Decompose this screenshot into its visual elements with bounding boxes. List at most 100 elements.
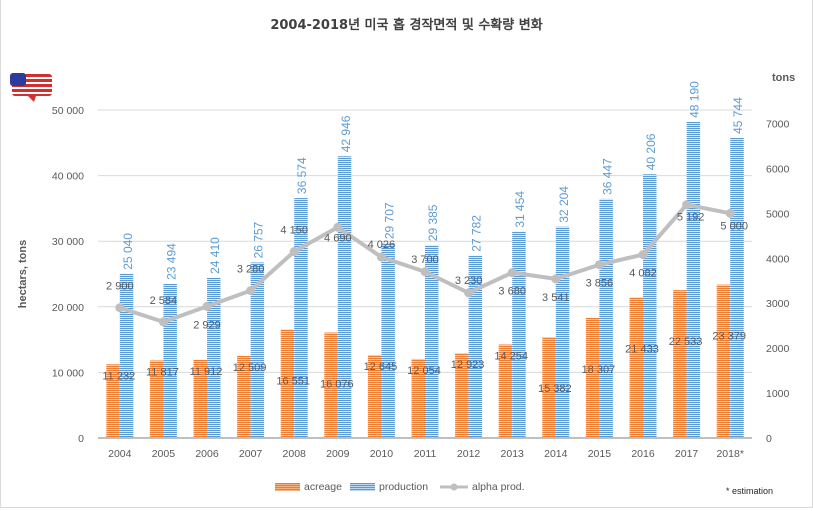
production-label: 25 040 — [121, 233, 135, 270]
production-bar — [294, 198, 308, 438]
acreage-bar — [193, 359, 207, 438]
legend-alpha: alpha prod. — [440, 481, 525, 493]
alpha-label: 3 280 — [237, 264, 265, 276]
y-tick-label: 20 000 — [52, 302, 84, 314]
acreage-bar — [542, 337, 556, 438]
production-label: 31 454 — [513, 191, 527, 228]
production-bar — [686, 121, 701, 438]
acreage-label: 12 054 — [407, 365, 441, 377]
production-label: 29 385 — [426, 204, 440, 241]
y2-tick-label: 1000 — [766, 388, 790, 400]
acreage-label: 12 509 — [233, 362, 267, 374]
x-tick-label: 2005 — [152, 448, 176, 460]
axes: 0 10 000 20 000 30 000 40 000 50 000 0 1000 2000… — [17, 72, 795, 460]
alpha-point — [464, 288, 474, 298]
acreage-label: 11 912 — [190, 366, 223, 378]
alpha-label: 2 900 — [106, 281, 134, 293]
production-label: 48 190 — [688, 81, 702, 118]
y-tick-label: 40 000 — [52, 171, 84, 183]
acreage-label: 11 232 — [102, 370, 135, 382]
alpha-point — [115, 303, 125, 313]
x-tick-label: 2008 — [283, 448, 307, 460]
production-bar — [207, 277, 221, 438]
alpha-label: 2 929 — [193, 319, 221, 331]
y2-tick-label: 4000 — [766, 253, 790, 265]
production-label: 32 204 — [557, 186, 571, 223]
production-label: 42 946 — [339, 115, 353, 152]
acreage-bar — [673, 290, 687, 438]
alpha-label: 4 026 — [368, 239, 396, 251]
production-bar — [119, 273, 134, 438]
acreage-label: 14 254 — [494, 350, 528, 362]
acreage-bar — [367, 355, 382, 438]
production-label: 27 782 — [470, 215, 484, 252]
alpha-point — [638, 250, 648, 260]
alpha-swatch — [440, 483, 468, 491]
x-tick-label: 2009 — [326, 448, 350, 460]
y2-tick-label: 2000 — [766, 343, 790, 355]
acreage-label: 22 533 — [669, 336, 703, 348]
production-bar — [468, 255, 483, 438]
production-label: 36 447 — [600, 158, 614, 195]
production-bar — [337, 156, 352, 439]
acreage-bar — [585, 317, 600, 438]
x-tick-label: 2006 — [195, 448, 219, 460]
alpha-label: 5 192 — [677, 212, 705, 224]
y2-tick-label: 0 — [766, 433, 772, 445]
alpha-point — [202, 301, 212, 311]
y-tick-label: 30 000 — [52, 236, 84, 248]
alpha-point — [333, 222, 343, 232]
acreage-label: 23 379 — [712, 331, 746, 343]
acreage-bar — [324, 332, 338, 438]
x-tick-label: 2010 — [370, 448, 394, 460]
alpha-label: 4 690 — [324, 232, 352, 244]
y-axis-title: hectars, tons — [17, 240, 29, 308]
acreage-bar — [629, 297, 643, 438]
alpha-point — [551, 274, 561, 284]
legend-acreage: acreage — [275, 481, 342, 493]
production-bar — [163, 283, 177, 438]
alpha-label: 3 230 — [455, 275, 483, 287]
alpha-point — [594, 260, 604, 270]
production-label: 29 707 — [382, 202, 396, 239]
x-tick-label: 2014 — [544, 448, 568, 460]
x-tick-label: 2011 — [414, 448, 437, 460]
alpha-point — [289, 247, 299, 257]
chart-title: 2004-2018년 미국 홉 경작면적 및 수확량 변화 — [270, 18, 543, 33]
production-bar — [730, 137, 744, 438]
x-tick-label: 2004 — [108, 448, 132, 460]
production-label: 23 494 — [164, 243, 178, 280]
alpha-label: 3 680 — [498, 286, 526, 298]
bars — [106, 121, 744, 439]
alpha-label: 3 856 — [586, 278, 614, 290]
production-label: 45 744 — [731, 97, 745, 134]
legend-production-label: production — [379, 481, 429, 493]
legend-acreage-label: acreage — [304, 481, 342, 493]
usa-map-flag-icon — [10, 73, 52, 102]
acreage-bar — [455, 353, 469, 438]
acreage-bar — [237, 355, 251, 438]
production-bar — [643, 174, 657, 438]
y-tick-label: 0 — [78, 433, 84, 445]
acreage-label: 21 433 — [625, 343, 659, 355]
acreage-bar — [498, 344, 513, 438]
x-tick-label: 2013 — [501, 448, 525, 460]
x-tick-label: 2017 — [675, 448, 699, 460]
alpha-label: 3 700 — [411, 254, 439, 266]
acreage-label: 12 645 — [364, 361, 398, 373]
alpha-label: 2 584 — [150, 295, 178, 307]
production-bar — [425, 245, 439, 438]
acreage-label: 18 307 — [582, 364, 616, 376]
alpha-point — [158, 317, 168, 327]
production-label: 36 574 — [295, 157, 309, 194]
legend-production: production — [350, 481, 428, 493]
production-bar — [555, 226, 570, 438]
y-tick-label: 50 000 — [52, 105, 84, 117]
alpha-label: 4 150 — [280, 225, 308, 237]
y-tick-label: 10 000 — [52, 367, 84, 379]
alpha-point — [507, 268, 517, 278]
production-label: 24 410 — [208, 237, 222, 274]
acreage-bar — [280, 329, 295, 438]
production-bar — [512, 231, 526, 438]
